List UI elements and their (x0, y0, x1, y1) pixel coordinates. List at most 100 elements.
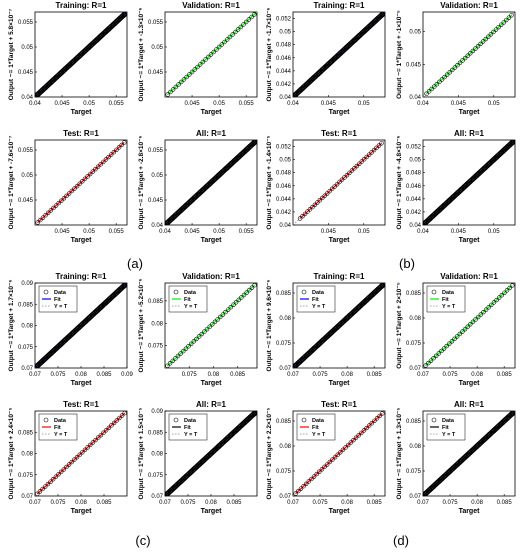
data-point (475, 43, 481, 49)
data-point (310, 204, 315, 210)
data-point (101, 159, 106, 165)
plot-content (165, 411, 257, 496)
data-point (369, 420, 374, 426)
data-point (512, 411, 515, 414)
data-point (35, 491, 40, 496)
legend-fit-label: Fit (54, 425, 61, 431)
caption-d: (d) (393, 533, 409, 548)
y-tick-label: 0.08 (409, 316, 421, 322)
data-point (330, 457, 335, 462)
data-point (124, 12, 127, 15)
legend-data-label: Data (312, 418, 325, 424)
data-point (233, 300, 239, 305)
x-tick-label: 0.075 (313, 372, 329, 378)
data-point (246, 17, 252, 22)
data-point (297, 216, 303, 221)
y-tick-label: 0.07 (21, 366, 33, 372)
x-tick-label: 0.045 (185, 101, 201, 107)
data-point (501, 20, 506, 25)
data-point (218, 314, 223, 320)
data-point (361, 428, 367, 433)
regression-plot: Test: R=1 0.07 0.075 0.08 0.085 0.07 0.075 0.08… (8, 400, 128, 515)
data-point (301, 484, 306, 489)
x-tick-label: 0.045 (185, 229, 201, 235)
data-point (338, 450, 343, 455)
data-point (498, 22, 504, 27)
data-point (441, 346, 447, 351)
data-point (179, 79, 184, 85)
legend-data-label: Data (184, 418, 197, 424)
x-tick-label: 0.09 (121, 372, 133, 378)
data-point (66, 462, 72, 467)
y-tick-label: 0.075 (276, 469, 292, 475)
x-tick-label: 0.05 (488, 229, 500, 235)
regression-plot: Training: R=1 0.04 0.045 0.05 0.04 0.042 0.044… (266, 1, 386, 116)
y-tick-label: 0.085 (406, 419, 422, 425)
data-point (347, 170, 352, 176)
plot-title: Training: R=1 (314, 272, 365, 281)
legend-data-marker (301, 289, 307, 295)
x-tick-label: 0.07 (159, 500, 171, 506)
data-point (210, 322, 215, 327)
data-point (312, 202, 318, 207)
regression-plot: Validation: R=1 0.075 0.08 0.085 0.075 0.08 0.… (138, 272, 258, 387)
data-point (230, 32, 235, 37)
data-point (184, 74, 189, 80)
data-point (364, 154, 369, 160)
caption-c: (c) (135, 533, 150, 548)
data-point (436, 351, 442, 356)
regression-plot: Validation: R=1 0.07 0.075 0.08 0.085 0.07 0.0… (396, 272, 516, 387)
x-tick-label: 0.07 (29, 500, 41, 506)
data-point (327, 459, 333, 465)
legend-yt-label: Y = T (184, 432, 198, 438)
data-point (225, 37, 230, 42)
data-point (93, 437, 98, 443)
data-point (374, 145, 379, 151)
y-tick-label: 0.05 (409, 30, 421, 36)
legend-yt-label: Y = T (312, 432, 326, 438)
x-tick-label: 0.085 (96, 500, 112, 506)
x-tick-label: 0.075 (180, 500, 196, 506)
data-point (37, 489, 43, 494)
plot-title: Test: R=1 (63, 400, 99, 409)
x-tick-label: 0.04 (417, 101, 429, 107)
data-point (98, 162, 103, 167)
data-point (43, 484, 48, 489)
x-axis-label: Target (459, 109, 481, 116)
data-point (468, 51, 473, 56)
data-point (444, 72, 450, 77)
y-tick-label: 0.05 (409, 158, 421, 164)
data-point (361, 157, 367, 162)
data-point (85, 174, 90, 179)
data-point (64, 464, 69, 470)
y-tick-label: 0.04 (21, 95, 33, 101)
x-tick-label: 0.075 (443, 372, 459, 378)
data-point (315, 200, 320, 205)
y-tick-label: 0.045 (18, 198, 34, 204)
data-point (72, 186, 77, 191)
plot-title: All: R=1 (454, 400, 485, 409)
x-axis-label: Target (71, 237, 93, 244)
plot-title: All: R=1 (196, 129, 227, 138)
data-point (356, 433, 361, 438)
y-tick-label: 0.042 (276, 210, 292, 216)
regression-plot: Training: R=1 0.07 0.075 0.08 0.085 0.09 0.07 0… (8, 272, 133, 387)
data-point (314, 471, 319, 477)
data-point (202, 329, 207, 334)
data-point (345, 442, 351, 448)
data-point (103, 157, 109, 162)
x-tick-label: 0.07 (29, 372, 41, 378)
data-point (227, 34, 233, 40)
y-tick-label: 0.085 (406, 291, 422, 297)
data-point (199, 331, 204, 337)
data-point (457, 331, 463, 337)
data-point (111, 149, 116, 155)
x-tick-label: 0.055 (109, 229, 125, 235)
regression-plot: All: R=1 0.07 0.075 0.08 0.085 0.07 0.075 0.08 0… (138, 400, 258, 515)
legend-data-label: Data (442, 418, 455, 424)
data-point (56, 472, 61, 477)
data-point (225, 307, 231, 312)
regression-plot: Training: R=1 0.04 0.045 0.05 0.055 0.04 0.045… (8, 1, 128, 116)
data-point (502, 290, 507, 295)
y-tick-label: 0.048 (276, 43, 292, 49)
